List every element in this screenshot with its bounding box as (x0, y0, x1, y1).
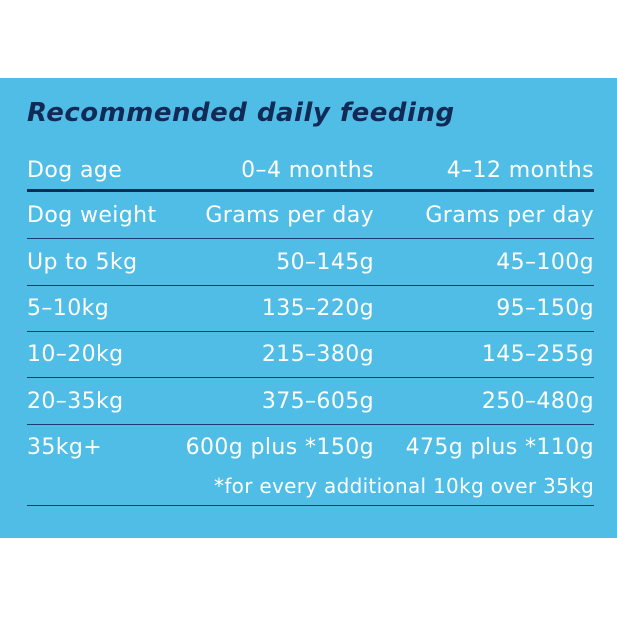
row-divider (27, 377, 594, 378)
row-col2: 250–480g (481, 389, 594, 414)
row-col2: 95–150g (496, 296, 594, 321)
row-col2: 145–255g (481, 342, 594, 367)
header-weight-col1: Grams per day (205, 203, 374, 228)
row-col2: 475g plus *110g (405, 435, 594, 460)
row-col1: 375–605g (261, 389, 374, 414)
table-bottom-rule (27, 505, 594, 506)
footnote: *for every additional 10kg over 35kg (214, 474, 594, 498)
row-weight: 20–35kg (27, 389, 124, 414)
page-title: Recommended daily feeding (27, 98, 455, 128)
header-weight-label: Dog weight (27, 203, 157, 228)
row-weight: 5–10kg (27, 296, 110, 321)
header-weight-col2: Grams per day (425, 203, 594, 228)
row-divider (27, 424, 594, 425)
header-divider (27, 189, 594, 192)
header-age-col2: 4–12 months (446, 158, 594, 183)
row-divider (27, 285, 594, 286)
row-col2: 45–100g (496, 250, 594, 275)
row-col1: 135–220g (261, 296, 374, 321)
row-weight: 35kg+ (27, 435, 103, 460)
feeding-panel: Recommended daily feeding Dog age 0–4 mo… (0, 78, 617, 538)
row-divider (27, 238, 594, 239)
row-col1: 600g plus *150g (185, 435, 374, 460)
header-age-label: Dog age (27, 158, 123, 183)
row-divider (27, 331, 594, 332)
header-age-col1: 0–4 months (241, 158, 374, 183)
row-weight: 10–20kg (27, 342, 124, 367)
row-weight: Up to 5kg (27, 250, 138, 275)
row-col1: 215–380g (261, 342, 374, 367)
row-col1: 50–145g (276, 250, 374, 275)
